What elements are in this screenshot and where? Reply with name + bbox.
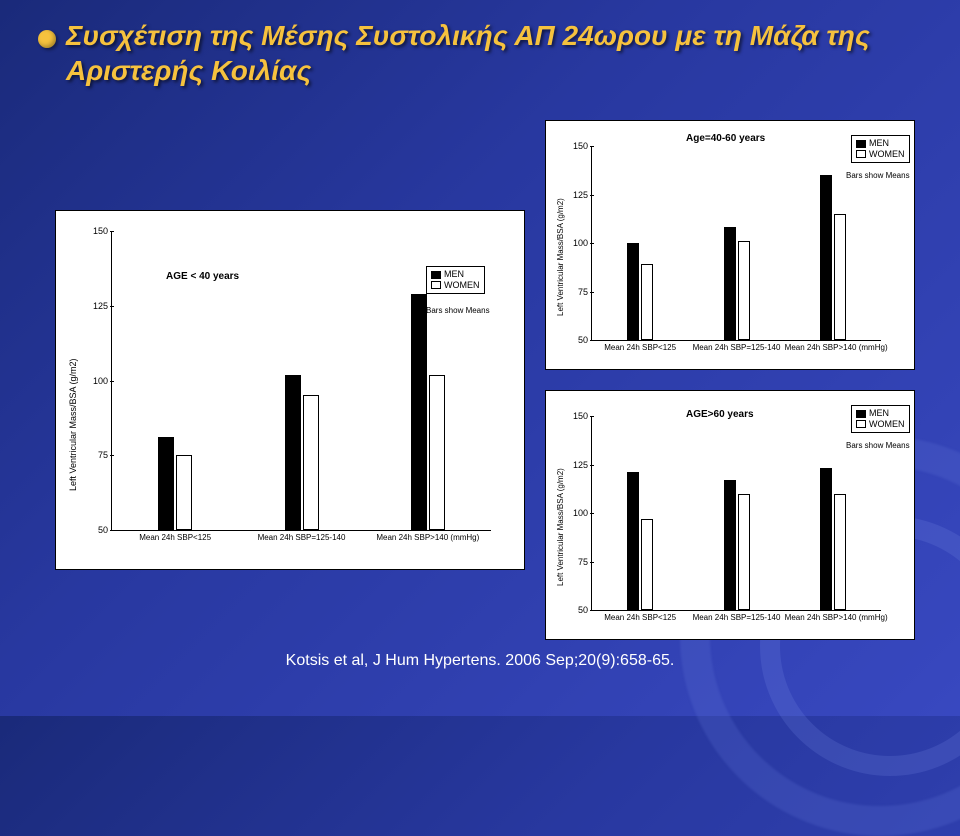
bar-group bbox=[158, 437, 192, 530]
bar-group bbox=[285, 375, 319, 530]
citation-text: Kotsis et al, J Hum Hypertens. 2006 Sep;… bbox=[0, 652, 960, 670]
y-tick: 75 bbox=[578, 287, 588, 297]
plot-area: 5075100125150Mean 24h SBP<125Mean 24h SB… bbox=[591, 416, 881, 611]
chart-age-under-40: AGE < 40 years MEN WOMEN Bars show Means… bbox=[55, 210, 525, 570]
chart-title: Age=40-60 years bbox=[686, 133, 765, 144]
y-tick: 100 bbox=[573, 238, 588, 248]
x-tick-label: Mean 24h SBP<125 bbox=[592, 613, 688, 622]
y-tick: 50 bbox=[98, 525, 108, 535]
bar-women bbox=[738, 494, 750, 610]
y-tick: 150 bbox=[573, 141, 588, 151]
y-tick: 75 bbox=[98, 450, 108, 460]
bar-men bbox=[724, 227, 736, 340]
y-tick: 75 bbox=[578, 557, 588, 567]
bar-women bbox=[641, 519, 653, 610]
x-tick-label: Mean 24h SBP<125 bbox=[592, 343, 688, 352]
chart-age-over-60: AGE>60 years MEN WOMEN Bars show Means L… bbox=[545, 390, 915, 640]
bar-men bbox=[411, 294, 427, 530]
bar-women bbox=[738, 241, 750, 340]
bar-men bbox=[724, 480, 736, 610]
bar-men bbox=[627, 243, 639, 340]
plot-area: 5075100125150Mean 24h SBP<125Mean 24h SB… bbox=[111, 231, 491, 531]
bar-men bbox=[820, 175, 832, 340]
y-tick: 150 bbox=[93, 226, 108, 236]
slide-title: Συσχέτιση της Μέσης Συστολικής ΑΠ 24ωρου… bbox=[66, 18, 930, 88]
x-tick-label: Mean 24h SBP=125-140 bbox=[688, 343, 784, 352]
y-axis-label: Left Ventricular Mass/BSA (g/m2) bbox=[68, 358, 78, 491]
x-tick-label: Mean 24h SBP=125-140 bbox=[238, 533, 364, 542]
bar-men bbox=[285, 375, 301, 530]
bar-men bbox=[820, 468, 832, 610]
x-tick-label: Mean 24h SBP>140 (mmHg) bbox=[365, 533, 491, 542]
y-tick: 125 bbox=[93, 301, 108, 311]
y-tick: 50 bbox=[578, 605, 588, 615]
bar-group bbox=[627, 243, 653, 340]
y-tick: 125 bbox=[573, 460, 588, 470]
y-tick: 150 bbox=[573, 411, 588, 421]
bar-group bbox=[820, 468, 846, 610]
title-bullet-icon bbox=[38, 30, 56, 48]
y-tick: 100 bbox=[573, 508, 588, 518]
plot-area: 5075100125150Mean 24h SBP<125Mean 24h SB… bbox=[591, 146, 881, 341]
bar-group bbox=[724, 480, 750, 610]
bar-women bbox=[303, 395, 319, 530]
bar-women bbox=[834, 214, 846, 340]
bar-group bbox=[820, 175, 846, 340]
x-tick-label: Mean 24h SBP>140 (mmHg) bbox=[785, 613, 881, 622]
chart-age-40-60: Age=40-60 years MEN WOMEN Bars show Mean… bbox=[545, 120, 915, 370]
bar-men bbox=[158, 437, 174, 530]
bar-women bbox=[641, 264, 653, 340]
y-axis-label: Left Ventricular Mass/BSA (g/m2) bbox=[556, 468, 565, 586]
bar-women bbox=[176, 455, 192, 530]
bar-women bbox=[834, 494, 846, 610]
y-axis-label: Left Ventricular Mass/BSA (g/m2) bbox=[556, 198, 565, 316]
x-tick-label: Mean 24h SBP>140 (mmHg) bbox=[785, 343, 881, 352]
x-tick-label: Mean 24h SBP=125-140 bbox=[688, 613, 784, 622]
bar-group bbox=[627, 472, 653, 610]
bar-group bbox=[724, 227, 750, 340]
bar-men bbox=[627, 472, 639, 610]
bar-women bbox=[429, 375, 445, 530]
bar-group bbox=[411, 294, 445, 530]
y-tick: 50 bbox=[578, 335, 588, 345]
x-tick-label: Mean 24h SBP<125 bbox=[112, 533, 238, 542]
y-tick: 100 bbox=[93, 376, 108, 386]
y-tick: 125 bbox=[573, 190, 588, 200]
